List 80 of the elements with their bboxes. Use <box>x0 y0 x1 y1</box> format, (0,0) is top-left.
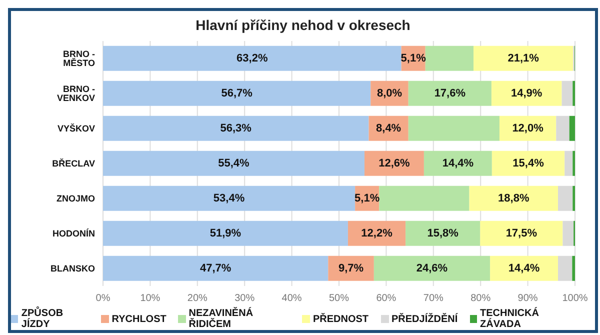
bar <box>558 256 572 281</box>
data-label: 18,8% <box>498 192 530 204</box>
data-label: 14,4% <box>508 262 540 274</box>
x-tick-label: 80% <box>470 293 491 304</box>
x-tick-label: 100% <box>562 293 588 304</box>
bar <box>474 46 574 71</box>
data-label: 56,3% <box>220 122 252 134</box>
data-label: 15,4% <box>512 157 544 170</box>
data-label: 47,7% <box>200 262 232 274</box>
x-tick-label: 30% <box>234 293 255 304</box>
bar <box>103 80 371 106</box>
data-label: 14,4% <box>442 157 474 170</box>
bar <box>424 150 492 176</box>
data-label: 21,1% <box>508 52 540 64</box>
legend-label: RYCHLOST <box>110 312 166 326</box>
legend-label: PŘEDNOST <box>312 312 368 326</box>
bar <box>556 116 570 141</box>
bar <box>103 46 402 71</box>
bar <box>103 186 356 211</box>
bar <box>103 220 348 246</box>
data-label: 63,2% <box>236 52 268 64</box>
bar <box>348 220 406 246</box>
chart-title: Hlavní příčiny nehod v okresech <box>194 17 412 35</box>
bar <box>103 150 364 176</box>
bar <box>492 150 565 176</box>
bar <box>469 186 558 211</box>
bar <box>328 256 374 281</box>
y-tick-label: BLANSKO <box>50 264 95 274</box>
bar <box>558 186 573 211</box>
data-label: 56,7% <box>221 87 253 100</box>
legend-label: ZPŮSOB JÍZDY <box>20 308 64 330</box>
legend-label: NEZAVINĚNÁ ŘIDIČEM <box>188 308 254 330</box>
data-label: 5,1% <box>400 52 426 64</box>
data-label: 9,7% <box>338 262 364 274</box>
legend-label: PŘEDJÍŽDĚNÍ <box>390 312 458 326</box>
bar <box>569 116 575 141</box>
data-label: 12,0% <box>512 122 544 134</box>
data-label: 17,6% <box>434 87 466 100</box>
bar <box>425 46 474 71</box>
y-tick-label: VYŠKOV <box>57 122 95 134</box>
bar <box>408 80 492 106</box>
data-label: 55,4% <box>218 157 250 170</box>
bar <box>406 220 480 246</box>
data-label: 12,2% <box>361 227 393 240</box>
data-label: 15,8% <box>427 227 459 240</box>
data-label: 17,5% <box>506 227 538 240</box>
data-label: 14,9% <box>511 87 542 100</box>
y-tick-label: BŘECLAV <box>52 158 95 169</box>
bar <box>408 116 500 141</box>
bar <box>490 256 558 281</box>
y-tick-label: ZNOJMO <box>56 194 95 204</box>
bar <box>572 256 575 281</box>
bar <box>564 150 573 176</box>
bar <box>480 220 563 246</box>
x-tick-label: 50% <box>328 293 350 304</box>
legend-label: TECHNICKÁ ZÁVADA <box>479 308 540 330</box>
x-tick-label: 90% <box>518 293 538 304</box>
bar <box>491 80 562 106</box>
data-label: 8,4% <box>376 122 402 134</box>
data-label: 8,0% <box>376 87 402 100</box>
data-label: 5,1% <box>354 192 380 204</box>
bar <box>364 150 424 176</box>
x-tick-label: 70% <box>423 293 444 304</box>
x-tick-label: 60% <box>376 293 396 304</box>
x-tick-label: 0% <box>96 293 110 304</box>
data-label: 24,6% <box>416 262 448 274</box>
data-label: 12,6% <box>378 157 410 170</box>
x-tick-label: 10% <box>140 293 160 304</box>
y-tick-label: BRNO - VENKOV <box>56 84 95 104</box>
x-tick-label: 20% <box>187 293 208 304</box>
bar <box>103 256 328 281</box>
bar <box>379 186 470 211</box>
data-label: 53,4% <box>213 192 245 204</box>
y-tick-label: BRNO - MĚSTO <box>63 49 95 68</box>
bar <box>562 80 573 106</box>
bar <box>103 116 369 141</box>
data-label: 51,9% <box>210 227 242 240</box>
y-tick-label: HODONÍN <box>52 228 95 239</box>
x-tick-label: 40% <box>282 293 302 304</box>
bar <box>374 256 490 281</box>
